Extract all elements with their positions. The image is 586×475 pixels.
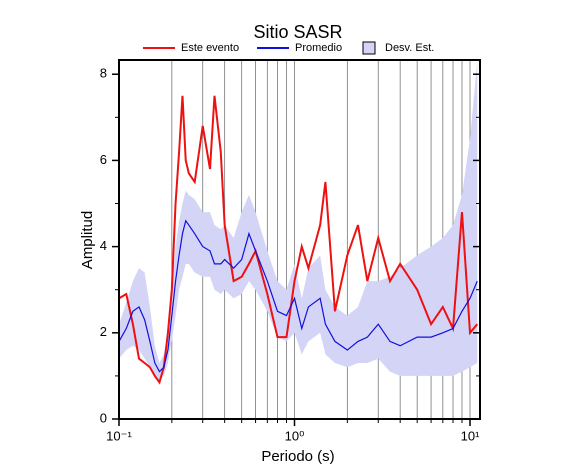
y-tick-label: 4 [100,238,107,253]
plot-frame [118,59,481,420]
x-tick-label: 10⁻¹ [106,428,132,443]
y-tick-label: 6 [100,152,107,167]
y-tick-label: 8 [100,66,107,81]
y-tick-label: 2 [100,324,107,339]
x-tick-label: 10¹ [461,428,480,443]
x-tick-label: 10⁰ [285,428,305,443]
y-tick-label: 0 [100,410,107,425]
chart-title: Sitio SASR [253,22,342,42]
x-axis-label: Periodo (s) [261,448,334,465]
series-line [118,219,478,373]
legend-label: Este evento [181,42,239,54]
series-line [118,95,479,385]
legend-label: Desv. Est. [385,42,434,54]
std-band [119,61,478,381]
legend-label: Promedio [295,42,342,54]
legend-swatch [362,41,376,55]
y-axis-label: Amplitud [79,211,96,269]
